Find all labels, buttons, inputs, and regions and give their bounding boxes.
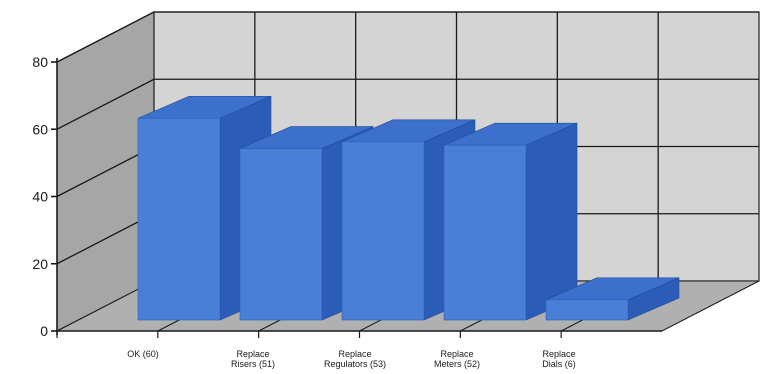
y-tick-label: 0: [40, 323, 48, 339]
y-tick-label: 80: [32, 54, 48, 70]
y-tick-label: 20: [32, 256, 48, 272]
x-tick-label: Replace: [338, 349, 371, 359]
y-axis: 0 20 40 60 80: [32, 54, 58, 339]
x-tick-label: Risers (51): [231, 359, 275, 369]
x-tick-label: Meters (52): [434, 359, 480, 369]
x-tick-label: Regulators (53): [324, 359, 386, 369]
bar-front: [239, 148, 323, 321]
gridline-left: [56, 11, 155, 63]
bar: [443, 122, 578, 321]
bar-front: [443, 144, 527, 321]
x-tick-label: OK (60): [127, 349, 159, 359]
y-tick-label: 60: [32, 121, 48, 137]
bar-front: [545, 299, 629, 321]
x-tick-label: Replace: [440, 349, 473, 359]
x-tick-label: Dials (6): [542, 359, 576, 369]
x-tick-label: Replace: [542, 349, 575, 359]
chart-bars: [137, 95, 680, 321]
x-tick-label: Replace: [236, 349, 269, 359]
bar: [545, 277, 680, 321]
bar-front: [137, 117, 221, 321]
y-tick-label: 40: [32, 189, 48, 205]
gridline-left: [56, 78, 155, 130]
bar-front: [341, 141, 425, 321]
